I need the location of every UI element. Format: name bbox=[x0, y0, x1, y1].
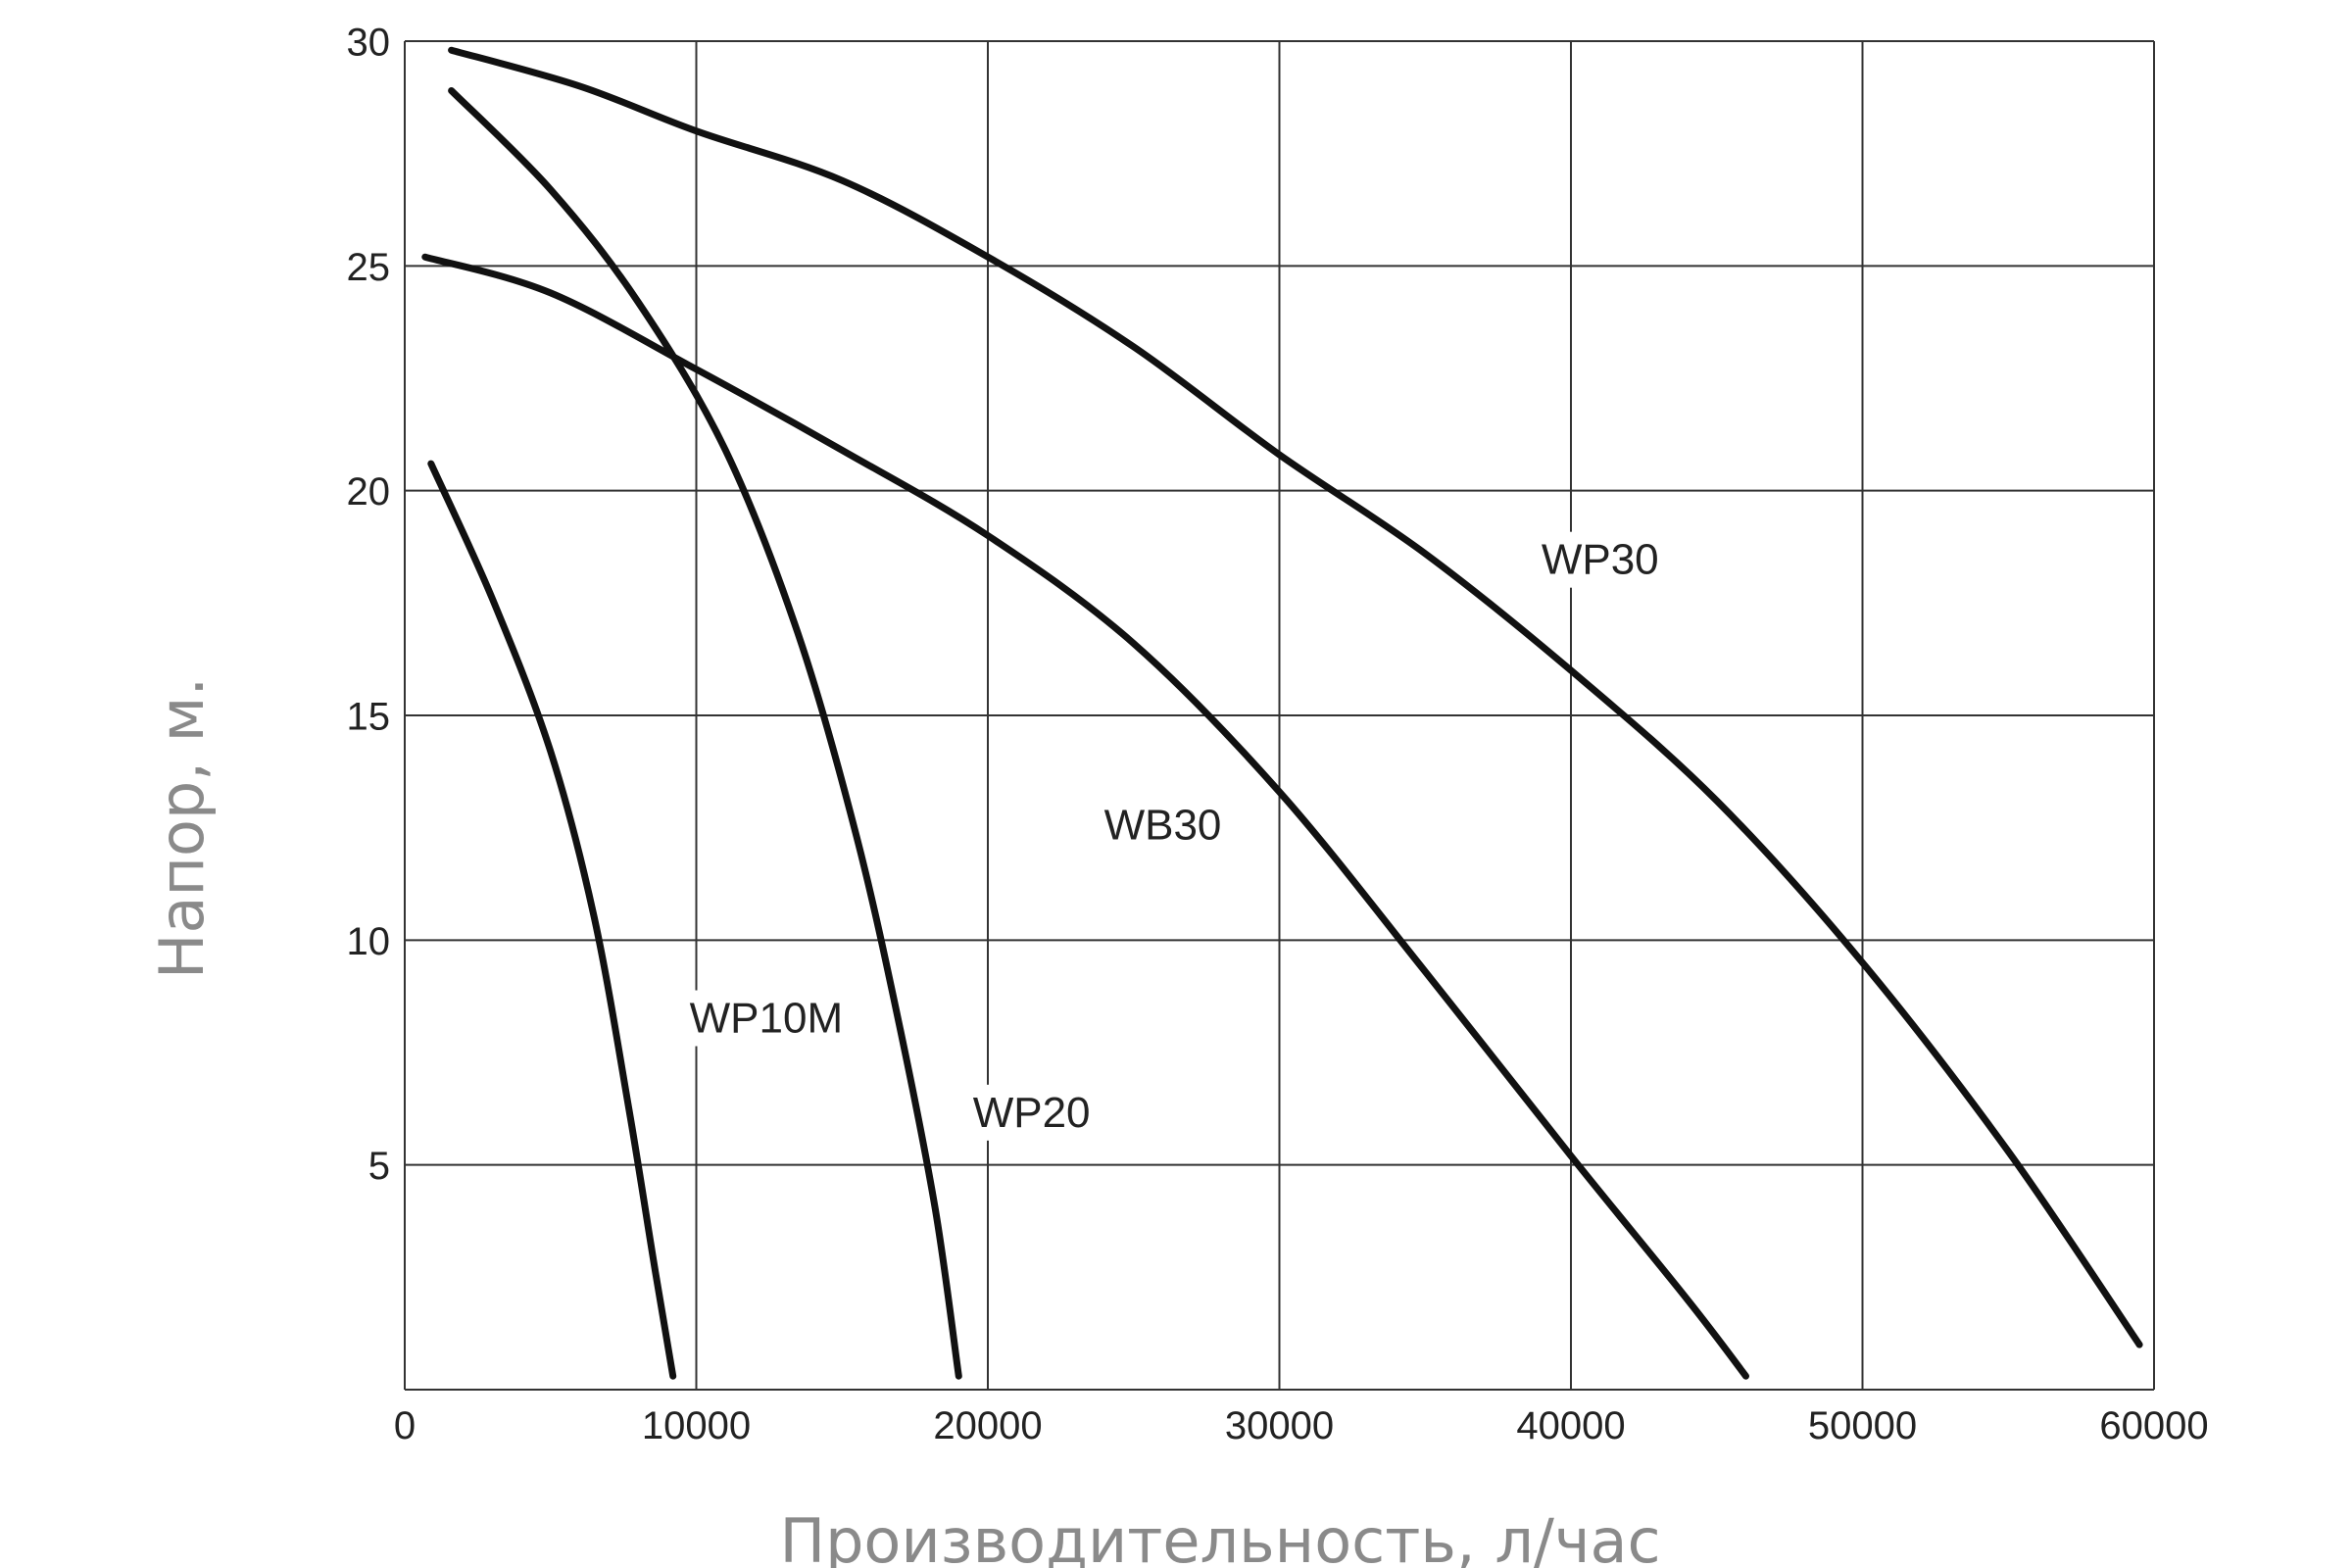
grid-lines bbox=[404, 40, 2155, 1391]
x-tick-label-0: 0 bbox=[394, 1404, 416, 1447]
y-tick-label-5: 5 bbox=[368, 1145, 390, 1188]
series-curve-wp30 bbox=[448, 46, 2143, 1348]
x-tick-label-40000: 40000 bbox=[1516, 1404, 1625, 1447]
x-tick-label-20000: 20000 bbox=[933, 1404, 1042, 1447]
x-axis-title: Производительность, л/час bbox=[779, 1505, 1660, 1568]
series-curves bbox=[421, 46, 2143, 1380]
series-label-wp10m: WP10M bbox=[690, 995, 843, 1043]
series-curve-wp10m bbox=[427, 460, 677, 1380]
series-label-wp20: WP20 bbox=[973, 1089, 1091, 1137]
y-tick-label-30: 30 bbox=[347, 22, 391, 65]
series-labels: WP10M WP20 WB30 WP30 bbox=[683, 531, 1665, 1141]
series-curve-wb30 bbox=[421, 253, 1749, 1380]
series-label-wp30: WP30 bbox=[1542, 536, 1659, 584]
series-label-background-wb30 bbox=[1098, 797, 1228, 854]
series-label-background-wp20 bbox=[966, 1084, 1097, 1141]
x-tick-label-50000: 50000 bbox=[1808, 1404, 1917, 1447]
y-tick-label-20: 20 bbox=[347, 470, 391, 514]
y-tick-label-15: 15 bbox=[347, 696, 391, 739]
series-label-background-wp10m bbox=[683, 990, 850, 1047]
x-tick-label-30000: 30000 bbox=[1225, 1404, 1334, 1447]
x-tick-label-10000: 10000 bbox=[642, 1404, 751, 1447]
tick-labels: 0 10000 20000 30000 40000 50000 60000 5 10 15 20 25… bbox=[347, 22, 2209, 1447]
y-tick-label-25: 25 bbox=[347, 246, 391, 289]
series-curve-wp20 bbox=[448, 87, 962, 1380]
y-tick-label-10: 10 bbox=[347, 920, 391, 963]
series-label-background-wp30 bbox=[1535, 531, 1665, 588]
x-tick-label-60000: 60000 bbox=[2099, 1404, 2208, 1447]
series-label-wb30: WB30 bbox=[1104, 801, 1222, 849]
y-axis-title: Напор, м. bbox=[146, 677, 218, 979]
